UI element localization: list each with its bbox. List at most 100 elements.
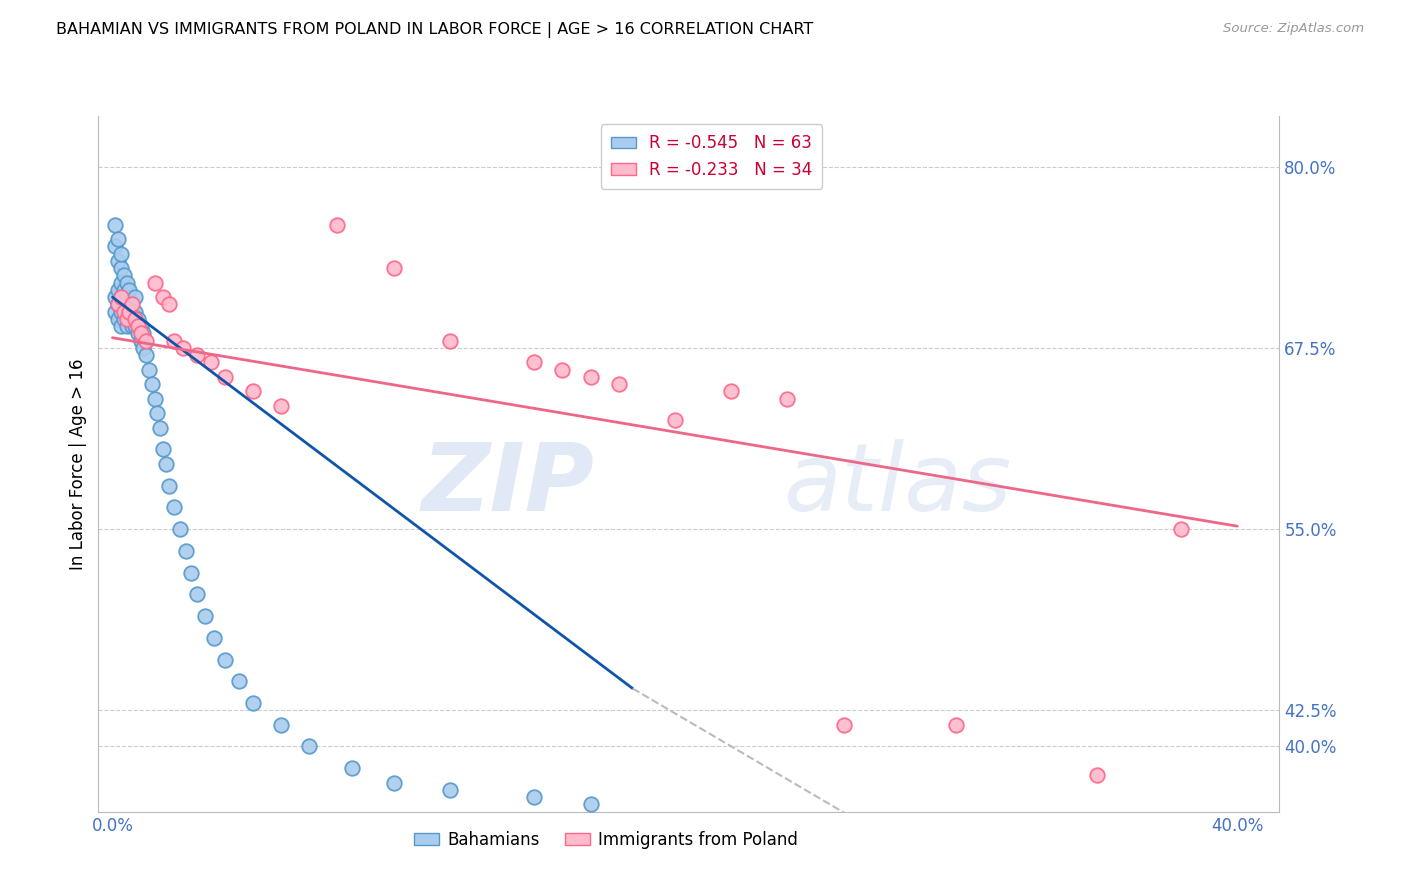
Point	[121, 304, 143, 318]
Point	[579, 797, 602, 812]
Point	[124, 312, 146, 326]
Point	[152, 290, 174, 304]
Point	[127, 312, 149, 326]
Point	[143, 392, 166, 406]
Point	[523, 790, 546, 805]
Point	[340, 761, 363, 775]
Text: Source: ZipAtlas.com: Source: ZipAtlas.com	[1223, 22, 1364, 36]
Point	[132, 341, 155, 355]
Point	[107, 283, 129, 297]
Point	[214, 652, 236, 666]
Point	[110, 276, 132, 290]
Point	[112, 268, 135, 283]
Point	[104, 239, 127, 253]
Point	[124, 304, 146, 318]
Point	[155, 457, 177, 471]
Point	[382, 261, 405, 276]
Point	[112, 283, 135, 297]
Point	[110, 261, 132, 276]
Point	[110, 319, 132, 334]
Point	[242, 384, 264, 399]
Point	[107, 254, 129, 268]
Point	[180, 566, 202, 580]
Point	[169, 522, 191, 536]
Point	[118, 283, 141, 297]
Point	[115, 290, 138, 304]
Point	[115, 319, 138, 334]
Point	[127, 326, 149, 341]
Point	[1170, 522, 1192, 536]
Point	[107, 232, 129, 246]
Point	[129, 319, 152, 334]
Point	[186, 348, 208, 362]
Point	[200, 355, 222, 369]
Point	[107, 297, 129, 311]
Point	[194, 609, 217, 624]
Point	[112, 304, 135, 318]
Point	[174, 543, 197, 558]
Point	[110, 246, 132, 260]
Point	[104, 304, 127, 318]
Point	[152, 442, 174, 457]
Legend: Bahamians, Immigrants from Poland: Bahamians, Immigrants from Poland	[408, 824, 804, 855]
Point	[143, 276, 166, 290]
Point	[163, 334, 186, 348]
Point	[270, 399, 292, 413]
Point	[118, 312, 141, 326]
Point	[110, 290, 132, 304]
Point	[720, 384, 742, 399]
Point	[214, 369, 236, 384]
Point	[186, 587, 208, 601]
Point	[112, 312, 135, 326]
Point	[1085, 768, 1108, 782]
Point	[832, 717, 855, 731]
Point	[270, 717, 292, 731]
Point	[326, 218, 349, 232]
Point	[664, 413, 686, 427]
Point	[112, 297, 135, 311]
Point	[163, 500, 186, 515]
Point	[382, 776, 405, 790]
Point	[127, 319, 149, 334]
Point	[157, 478, 180, 492]
Point	[124, 319, 146, 334]
Point	[129, 334, 152, 348]
Y-axis label: In Labor Force | Age > 16: In Labor Force | Age > 16	[69, 358, 87, 570]
Point	[115, 312, 138, 326]
Point	[135, 348, 157, 362]
Point	[579, 369, 602, 384]
Text: ZIP: ZIP	[422, 439, 595, 531]
Point	[121, 297, 143, 311]
Point	[149, 420, 172, 434]
Point	[107, 312, 129, 326]
Point	[104, 218, 127, 232]
Point	[129, 326, 152, 341]
Point	[118, 304, 141, 318]
Point	[439, 334, 461, 348]
Point	[172, 341, 194, 355]
Point	[202, 631, 225, 645]
Point	[132, 326, 155, 341]
Point	[439, 783, 461, 797]
Point	[551, 362, 574, 376]
Point	[110, 290, 132, 304]
Point	[107, 297, 129, 311]
Text: atlas: atlas	[783, 439, 1012, 530]
Point	[135, 334, 157, 348]
Text: BAHAMIAN VS IMMIGRANTS FROM POLAND IN LABOR FORCE | AGE > 16 CORRELATION CHART: BAHAMIAN VS IMMIGRANTS FROM POLAND IN LA…	[56, 22, 814, 38]
Point	[121, 319, 143, 334]
Point	[115, 304, 138, 318]
Point	[110, 304, 132, 318]
Point	[523, 355, 546, 369]
Point	[138, 362, 160, 376]
Point	[228, 674, 250, 689]
Point	[157, 297, 180, 311]
Point	[776, 392, 799, 406]
Point	[124, 290, 146, 304]
Point	[118, 297, 141, 311]
Point	[141, 377, 163, 392]
Point	[104, 290, 127, 304]
Point	[607, 377, 630, 392]
Point	[115, 276, 138, 290]
Point	[945, 717, 967, 731]
